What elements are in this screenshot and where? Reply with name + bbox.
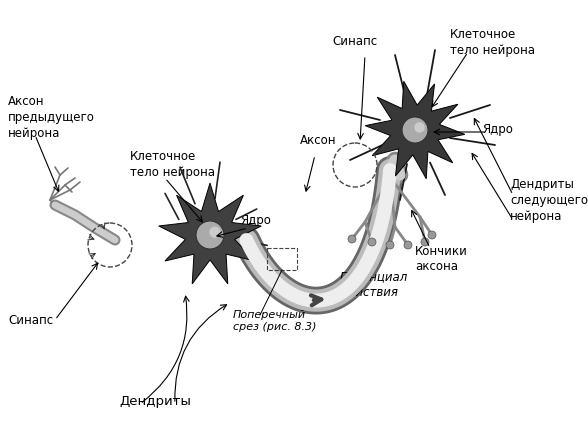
Text: Поперечный
срез (рис. 8.3): Поперечный срез (рис. 8.3) bbox=[233, 310, 316, 332]
Text: Ядро: Ядро bbox=[240, 214, 271, 226]
Circle shape bbox=[402, 117, 428, 143]
Circle shape bbox=[386, 241, 394, 249]
Text: Аксон
предыдущего
нейрона: Аксон предыдущего нейрона bbox=[8, 95, 95, 140]
Circle shape bbox=[421, 238, 429, 246]
Text: Кончики
аксона: Кончики аксона bbox=[415, 245, 468, 273]
Bar bbox=[267, 248, 297, 270]
Polygon shape bbox=[365, 81, 465, 179]
Text: Дендриты: Дендриты bbox=[119, 395, 191, 408]
Circle shape bbox=[368, 238, 376, 246]
Circle shape bbox=[404, 241, 412, 249]
Text: Клеточное
тело нейрона: Клеточное тело нейрона bbox=[450, 28, 535, 57]
Text: Ядро: Ядро bbox=[482, 124, 513, 137]
Circle shape bbox=[415, 123, 424, 132]
Text: Потенциал
действия: Потенциал действия bbox=[340, 270, 408, 298]
Text: Дендриты
следующего
нейрона: Дендриты следующего нейрона bbox=[510, 178, 588, 223]
Circle shape bbox=[348, 235, 356, 243]
Text: Синапс: Синапс bbox=[332, 35, 377, 48]
Text: Синапс: Синапс bbox=[8, 313, 53, 327]
Text: Клеточное
тело нейрона: Клеточное тело нейрона bbox=[130, 150, 215, 179]
Polygon shape bbox=[159, 183, 261, 284]
Circle shape bbox=[428, 231, 436, 239]
Circle shape bbox=[196, 221, 224, 249]
Text: Аксон: Аксон bbox=[300, 134, 336, 146]
Circle shape bbox=[210, 227, 220, 237]
